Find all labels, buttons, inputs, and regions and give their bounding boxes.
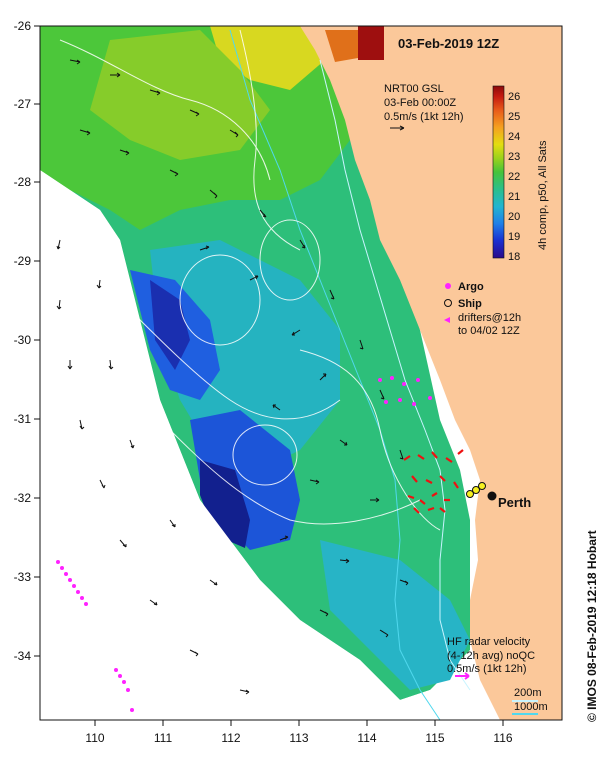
x-tick-marks <box>94 720 504 726</box>
ship-legend-icon <box>444 299 452 307</box>
ship-markers <box>466 482 486 498</box>
colorbar-tick: 26 <box>508 91 520 103</box>
x-tick-label: 112 <box>221 731 240 745</box>
colorbar-tick: 22 <box>508 171 520 183</box>
x-tick-label: 116 <box>493 731 512 745</box>
gsl-note-line1: NRT00 GSL <box>384 83 444 95</box>
hf-radar-note: HF radar velocity (4-12h avg) noQC 0.5m/… <box>447 636 535 675</box>
x-tick-label: 110 <box>85 731 104 745</box>
y-tick-labels: -26 -27 -28 -29 -30 -31 -32 -33 -34 <box>14 19 32 663</box>
colorbar-tick: 25 <box>508 111 520 123</box>
colorbar-tick: 18 <box>508 251 520 263</box>
perth-marker <box>487 491 497 501</box>
gsl-scale-arrow <box>390 125 405 131</box>
sst-cyan-band <box>150 240 340 470</box>
sst-coastal-cyan <box>320 540 470 690</box>
warm-land-patch <box>325 30 358 62</box>
drifter-legend-icon <box>444 317 450 323</box>
y-tick-label: -29 <box>14 254 32 268</box>
y-tick-marks <box>34 25 40 657</box>
argo-floats <box>56 376 432 712</box>
gsl-note-line2: 03-Feb 00:00Z <box>384 97 456 109</box>
x-tick-label: 115 <box>425 731 444 745</box>
drifter-legend-line1: drifters@12h <box>458 312 521 324</box>
streamlines <box>59 29 441 531</box>
hf-note-line1: HF radar velocity <box>447 636 531 648</box>
colorbar-tick: 19 <box>508 231 520 243</box>
plot-frame <box>39 25 563 721</box>
argo-legend-label: Argo <box>458 281 484 293</box>
sst-yellowgreen-patch <box>90 30 270 160</box>
y-tick-label: -32 <box>14 491 32 505</box>
city-label-perth: Perth <box>498 495 531 510</box>
no-data-west <box>40 170 470 720</box>
colorbar-label: 4h comp, p50, All Sats <box>537 140 549 250</box>
gsl-note: NRT00 GSL 03-Feb 00:00Z 0.5m/s (1kt 12h) <box>384 83 463 123</box>
drifter-legend-line2: to 04/02 12Z <box>458 325 520 337</box>
colorbar-scale <box>492 85 505 259</box>
velocity-arrows <box>56 59 409 695</box>
colorbar-tick: 20 <box>508 211 520 223</box>
y-tick-label: -26 <box>14 19 32 33</box>
isobath-1000m <box>229 29 441 720</box>
hf-note-line2: (4-12h avg) noQC <box>447 650 535 662</box>
depth-1000m-label: 1000m <box>514 701 548 713</box>
ship-legend-label: Ship <box>458 298 482 310</box>
colorbar: 26 25 24 23 22 21 20 19 18 4h comp, p50,… <box>492 85 549 263</box>
y-tick-label: -28 <box>14 175 32 189</box>
legend: Argo Ship drifters@12h to 04/02 12Z <box>444 281 521 337</box>
depth-200m-label: 200m <box>514 687 542 699</box>
map-title: 03-Feb-2019 12Z <box>398 36 499 51</box>
credit-label: © IMOS 08-Feb-2019 12:18 Hobart <box>585 530 599 722</box>
hf-note-line3: 0.5m/s (1kt 12h) <box>447 663 526 675</box>
sst-yellow-patch <box>210 26 325 90</box>
y-tick-label: -33 <box>14 570 32 584</box>
hot-land-patch <box>358 26 384 60</box>
y-tick-label: -30 <box>14 333 32 347</box>
y-tick-label: -31 <box>14 412 32 426</box>
gsl-note-line3: 0.5m/s (1kt 12h) <box>384 111 463 123</box>
argo-legend-icon <box>445 283 451 289</box>
drifter-tracks <box>403 449 464 514</box>
x-tick-labels: 110 111 112 113 114 115 116 <box>85 731 512 745</box>
colorbar-tick: 24 <box>508 131 520 143</box>
x-tick-label: 114 <box>357 731 376 745</box>
y-tick-label: -34 <box>14 649 32 663</box>
x-tick-label: 113 <box>289 731 308 745</box>
colorbar-tick: 21 <box>508 191 520 203</box>
x-tick-label: 111 <box>154 731 173 745</box>
y-tick-label: -27 <box>14 97 32 111</box>
hf-scale-arrow <box>455 672 470 680</box>
colorbar-tick: 23 <box>508 151 520 163</box>
